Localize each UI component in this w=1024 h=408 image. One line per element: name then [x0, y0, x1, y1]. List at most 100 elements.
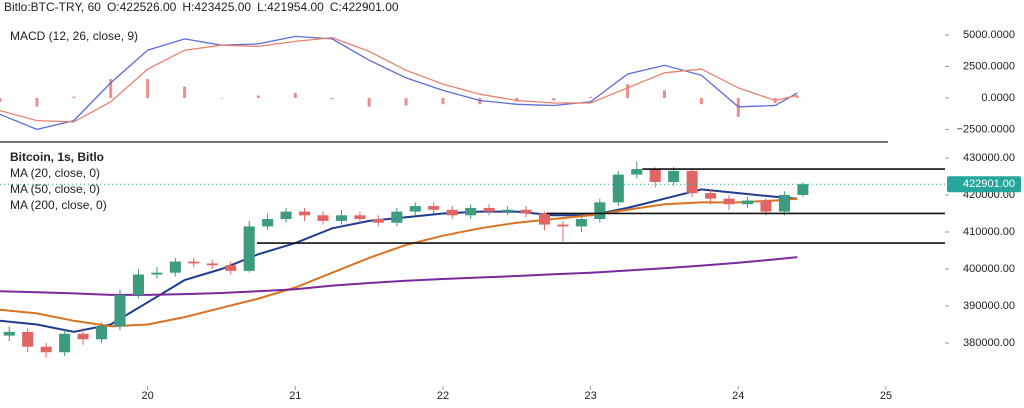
candle-body — [612, 174, 624, 203]
candle-body — [3, 331, 15, 336]
legend-entry: MA (200, close, 0) — [10, 198, 107, 212]
histogram-bar — [146, 79, 150, 98]
x-tick-label: 21 — [289, 390, 301, 402]
histogram-bar — [589, 96, 593, 98]
candle-body — [575, 219, 587, 227]
macd-line — [0, 35, 798, 131]
x-tick-label: 23 — [585, 390, 597, 402]
candle-body — [760, 200, 772, 212]
last-price-label: 422901.00 — [963, 178, 1015, 190]
candle-body — [502, 209, 514, 212]
legend-entry: MA (20, close, 0) — [10, 166, 100, 180]
histogram-bar — [404, 97, 408, 106]
candle-body — [594, 202, 606, 220]
ohlc: O:422526.00 — [107, 0, 177, 14]
histogram-bar — [293, 92, 297, 98]
y-tick-label: 430000.00 — [963, 152, 1015, 164]
symbol: Bitlo:BTC-TRY, 60 — [4, 0, 101, 14]
histogram-bar — [256, 95, 260, 98]
candle-body — [22, 331, 34, 347]
candle-body — [169, 261, 181, 273]
histogram-bar — [109, 79, 113, 98]
candle-body — [206, 263, 218, 266]
candle-body — [483, 207, 495, 212]
y-tick-label: 390000.00 — [963, 300, 1015, 312]
candle-body — [428, 206, 440, 210]
candle-body — [225, 265, 237, 271]
candle-body — [705, 193, 717, 199]
macd-title: MACD (12, 26, close, 9) — [10, 29, 138, 43]
histogram-bar — [219, 97, 223, 99]
candle-body — [391, 211, 403, 223]
candle-body — [668, 170, 680, 183]
y-tick-label: −2500.0000 — [957, 123, 1015, 135]
candle-body — [409, 206, 421, 212]
histogram-bar — [183, 86, 187, 98]
histogram-bar — [330, 97, 334, 100]
x-tick-label: 22 — [437, 390, 449, 402]
histogram-bar — [72, 96, 76, 98]
histogram-bar — [795, 95, 799, 98]
candle-body — [354, 215, 366, 220]
candle-body — [77, 333, 89, 340]
candle-body — [723, 198, 735, 205]
candle-body — [280, 211, 292, 220]
candle-body — [446, 209, 458, 216]
candle-body — [741, 200, 754, 205]
y-tick-label: 400000.00 — [963, 263, 1015, 275]
histogram-bar — [367, 97, 371, 107]
histogram-bar — [626, 84, 630, 98]
y-tick-label: 5000.0000 — [963, 29, 1015, 41]
candle-body — [372, 219, 384, 223]
price-title: Bitcoin, 1s, Bitlo — [10, 150, 104, 164]
candle-body — [686, 170, 698, 194]
candle-body — [631, 169, 643, 175]
plot-layer: 5000.0000 2500.0000 0.0000 −2500.0000 430000… — [0, 29, 1021, 402]
histogram-bar — [0, 97, 2, 102]
candle-body — [557, 224, 569, 227]
candle-body — [95, 326, 108, 340]
candle-body — [151, 272, 163, 275]
histogram-bar — [552, 97, 556, 101]
x-tick-label: 20 — [142, 390, 154, 402]
histogram-bar — [699, 97, 703, 105]
last-price-box — [947, 176, 1021, 193]
y-tick-label: 380000.00 — [963, 337, 1015, 349]
ma-line — [0, 197, 798, 328]
x-tick-label: 24 — [732, 390, 744, 402]
candle-body — [317, 215, 329, 221]
histogram-bar — [662, 90, 666, 98]
candle-body — [299, 211, 311, 216]
legend-entry: MA (50, close, 0) — [10, 182, 100, 196]
candle-body — [778, 194, 790, 212]
ohlc: L:421954.00 — [257, 0, 324, 14]
histogram-bar — [35, 97, 39, 107]
candle-body — [465, 207, 477, 216]
candle-body — [188, 261, 200, 264]
histogram-bar — [441, 97, 445, 105]
ohlc: H:423425.00 — [182, 0, 251, 14]
ma-line — [0, 188, 798, 333]
candle-body — [132, 274, 144, 295]
candle-body — [797, 184, 809, 195]
y-tick-label: 410000.00 — [963, 226, 1015, 238]
candle-body — [262, 219, 274, 227]
candle-body — [114, 294, 126, 327]
macd-line — [0, 36, 798, 123]
candle-body — [40, 346, 52, 353]
candle-body — [335, 215, 347, 221]
candle-body — [59, 333, 71, 353]
y-tick-label: 2500.0000 — [963, 60, 1015, 72]
header: Bitlo:BTC-TRY, 60 O:422526.00 H:423425.00 L… — [4, 0, 399, 14]
ohlc: C:422901.00 — [330, 0, 399, 14]
x-tick-label: 25 — [880, 390, 892, 402]
ma-line — [0, 256, 798, 296]
candle-body — [538, 213, 551, 225]
candle-body — [243, 226, 255, 271]
candle-body — [649, 169, 661, 183]
y-tick-label: 0.0000 — [981, 92, 1015, 104]
candle-body — [520, 209, 532, 214]
